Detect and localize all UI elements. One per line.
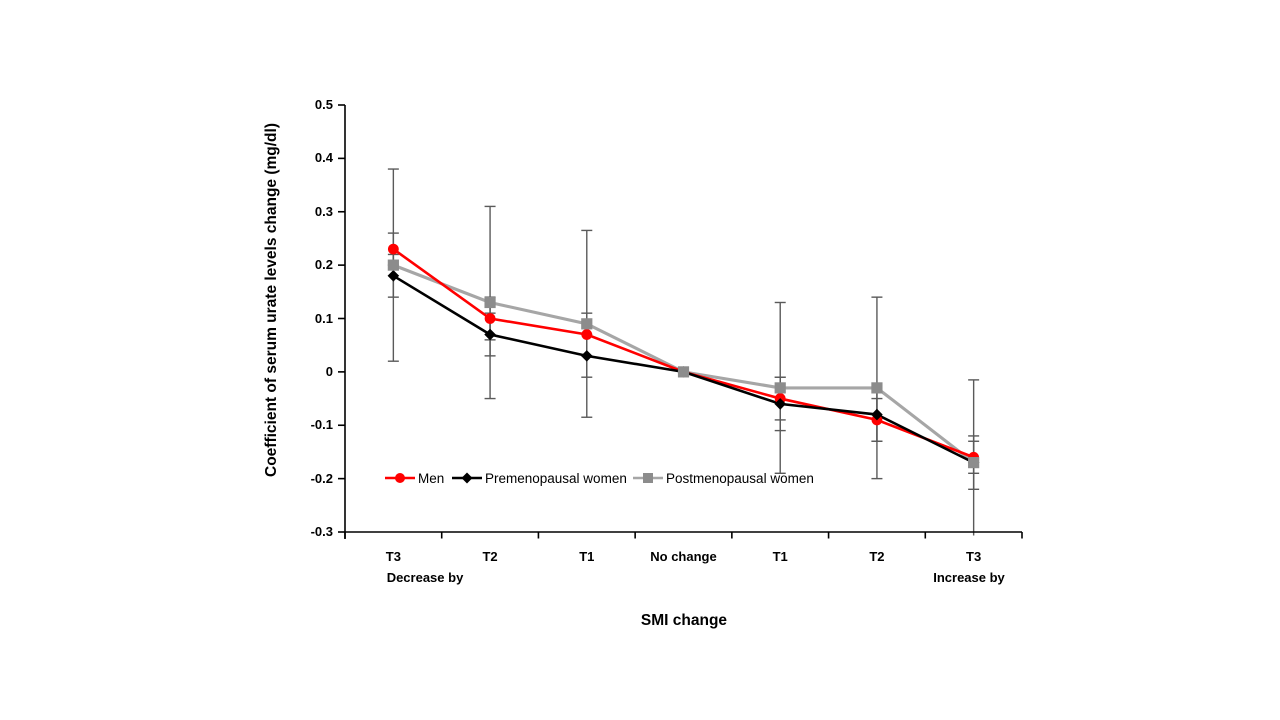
y-tick-label: -0.3 xyxy=(310,524,333,539)
data-point-postmenopausal-women xyxy=(871,382,883,394)
data-point-premenopausal-women xyxy=(774,398,787,410)
y-tick-label: 0.1 xyxy=(314,310,333,326)
x-category-label: T2 xyxy=(869,549,885,564)
legend-swatch-diamond-icon xyxy=(452,472,482,484)
data-point-postmenopausal-women xyxy=(387,259,399,271)
y-tick-label: -0.2 xyxy=(310,470,333,486)
data-point-premenopausal-women xyxy=(387,270,400,282)
legend-item-postmenopausal-women: Postmenopausal women xyxy=(633,469,814,487)
x-category-label: T1 xyxy=(579,549,595,564)
series-line-men xyxy=(392,248,975,459)
x-category-label: T1 xyxy=(772,549,788,564)
series-line-postmenopausal-women xyxy=(392,263,975,464)
legend-label: Premenopausal women xyxy=(485,470,627,486)
y-tick-label: -0.1 xyxy=(310,417,333,433)
data-point-men xyxy=(581,329,593,340)
y-tick-label: 0.2 xyxy=(314,257,333,273)
x-axis-title: SMI change xyxy=(640,612,728,629)
x-category-label: T3 xyxy=(385,549,401,564)
legend-label: Postmenopausal women xyxy=(666,470,814,486)
data-point-men xyxy=(484,313,496,324)
x-category-label: T3 xyxy=(966,549,982,564)
y-tick-label: 0 xyxy=(325,363,333,379)
x-axis-sublabel-decrease: Decrease by xyxy=(386,570,464,585)
x-category-label: No change xyxy=(650,549,717,564)
data-point-postmenopausal-women xyxy=(968,457,980,469)
x-axis-sublabel-increase: Increase by xyxy=(933,570,1005,585)
data-point-postmenopausal-women xyxy=(774,382,786,394)
legend-swatch-square-icon xyxy=(633,473,663,483)
data-point-postmenopausal-women xyxy=(581,318,593,330)
data-point-postmenopausal-women xyxy=(677,366,690,378)
legend-item-premenopausal-women: Premenopausal women xyxy=(452,469,627,487)
data-point-men xyxy=(387,243,399,255)
data-point-postmenopausal-women xyxy=(484,296,496,309)
legend-label: Men xyxy=(418,470,445,486)
data-point-premenopausal-women xyxy=(580,350,593,362)
y-tick-label: 0.5 xyxy=(314,97,333,112)
legend-swatch-circle-icon xyxy=(385,473,415,483)
y-tick-label: 0.4 xyxy=(314,150,333,166)
data-point-premenopausal-women xyxy=(871,408,883,421)
y-axis-title: Coefficient of serum urate levels change… xyxy=(263,123,280,477)
y-tick-label: 0.3 xyxy=(314,203,333,219)
data-point-premenopausal-women xyxy=(484,328,496,341)
x-category-label: T2 xyxy=(482,549,498,564)
legend-item-men: Men xyxy=(385,469,444,487)
